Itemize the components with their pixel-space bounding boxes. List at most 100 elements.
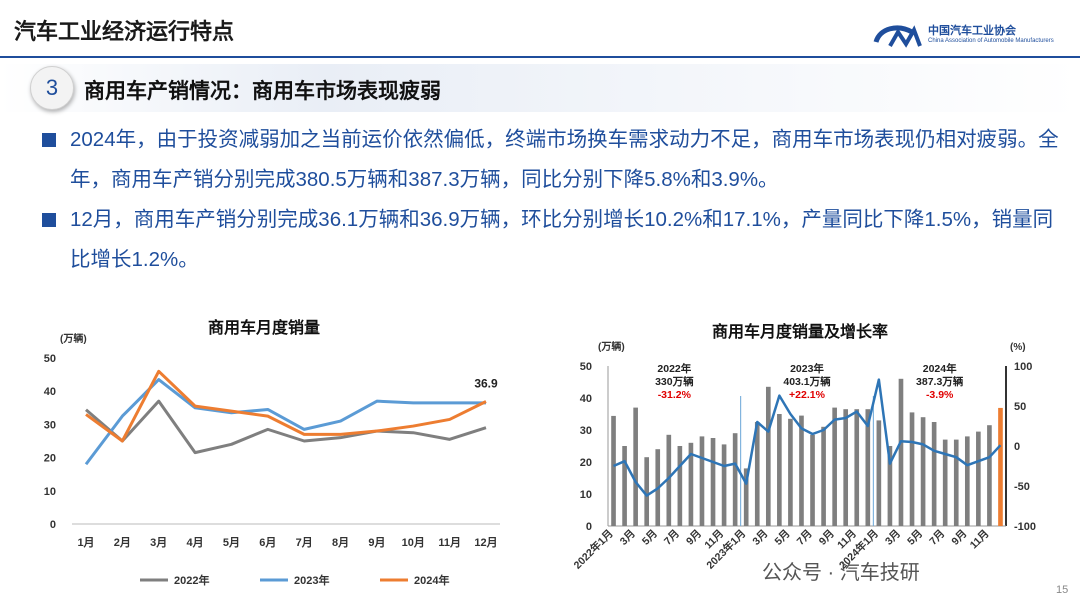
chart2-bar — [976, 431, 981, 526]
chart1-xtick: 5月 — [223, 536, 240, 549]
chart1-xtick: 4月 — [187, 536, 204, 549]
chart2-annot-total: 387.3万辆 — [916, 375, 964, 388]
chart2-bar — [964, 436, 970, 526]
chart2-bar — [931, 422, 937, 526]
chart2-annot-total: 403.1万辆 — [783, 375, 831, 388]
chart2-xtick: 3月 — [750, 528, 770, 548]
chart2-growth-line — [613, 378, 1002, 497]
chart2-bar — [898, 378, 904, 526]
chart2-xtick: 5月 — [772, 528, 792, 548]
chart2-bar — [854, 409, 860, 526]
chart2-bar — [688, 442, 694, 526]
chart2-ytick-right: -100 — [1014, 521, 1036, 533]
chart2-annot-rate: -31.2% — [658, 389, 692, 401]
chart2-ylabel-right: (%) — [1010, 342, 1026, 353]
chart2-bar — [998, 407, 1003, 526]
chart-monthly-sales: (万辆) 0 10 20 30 40 50 1月 2月 3月 4月 5月 6月 7月 8月 9月 10月 11月 1… — [44, 332, 500, 587]
chart2-bar — [942, 439, 948, 526]
chart2-ytick-left: 30 — [580, 425, 592, 437]
paragraph-annual: 2024年，由于投资减弱加之当前运价依然偏低，终端市场换车需求动力不足，商用车市… — [70, 128, 1059, 191]
chart2-xtick: 9月 — [684, 528, 704, 548]
section-number: 3 — [30, 66, 74, 110]
chart1-xtick: 7月 — [296, 536, 313, 549]
chart2-annot-rate: -3.9% — [926, 389, 954, 401]
chart2-bar — [843, 409, 849, 526]
chart2-bar — [821, 426, 826, 526]
chart2-ytick-right: -50 — [1014, 481, 1030, 493]
chart2-bar — [743, 468, 749, 526]
chart1-xtick: 12月 — [474, 536, 497, 549]
chart1-title: 商用车月度销量 — [208, 320, 321, 337]
header-divider — [0, 56, 1080, 58]
chart2-bar — [677, 446, 683, 526]
chart2-ylabel-left: (万辆) — [598, 340, 625, 353]
chart2-xtick: 7月 — [795, 528, 815, 548]
chart2-ytick-left: 10 — [580, 489, 592, 501]
chart2-bar — [987, 425, 992, 526]
chart2-ytick-left: 20 — [580, 457, 592, 469]
chart2-bar — [909, 412, 915, 526]
chart2-ytick-left: 0 — [586, 521, 592, 533]
chart1-ytick: 50 — [44, 353, 56, 365]
chart2-xtick: 7月 — [662, 528, 682, 548]
chart1-series-2022年 — [85, 399, 487, 455]
chart2-bar — [666, 434, 672, 526]
chart2-ytick-right: 0 — [1014, 441, 1020, 453]
chart1-ytick: 10 — [44, 486, 56, 498]
chart1-ytick: 0 — [50, 519, 56, 531]
chart2-bar — [699, 436, 705, 526]
logo-text-cn: 中国汽车工业协会 — [928, 25, 1016, 37]
chart1-xtick: 9月 — [368, 536, 385, 549]
chart2-bar — [611, 415, 616, 526]
chart2-ytick-left: 50 — [580, 361, 592, 373]
bullet-icon — [42, 213, 56, 227]
chart2-annot-year: 2023年 — [790, 362, 824, 375]
chart1-legend-label: 2023年 — [294, 573, 329, 587]
chart2-bar — [633, 407, 638, 526]
chart2-xtick: 11月 — [968, 528, 992, 552]
caam-logo-icon — [873, 25, 922, 48]
chart1-ytick: 40 — [44, 386, 56, 398]
chart2-bar — [721, 444, 727, 526]
chart2-bar — [777, 414, 782, 526]
chart2-annot-total: 330万辆 — [655, 375, 694, 388]
chart1-xtick: 10月 — [402, 536, 425, 549]
chart2-title: 商用车月度销量及增长率 — [712, 324, 889, 341]
chart2-bar — [622, 446, 627, 526]
chart2-xtick: 9月 — [949, 528, 969, 548]
paragraph-december: 12月，商用车产销分别完成36.1万辆和36.9万辆，环比分别增长10.2%和1… — [70, 208, 1054, 271]
watermark-text: 公众号 · 汽车技研 — [762, 562, 920, 584]
chart2-xtick: 9月 — [817, 528, 837, 548]
chart1-legend-label: 2022年 — [174, 573, 209, 587]
chart1-end-label: 36.9 — [474, 376, 498, 390]
chart2-xtick: 5月 — [905, 528, 925, 548]
page-title: 汽车工业经济运行特点 — [14, 19, 235, 44]
chart2-bar — [920, 417, 926, 526]
chart1-xtick: 11月 — [438, 536, 461, 549]
chart1-ylabel: (万辆) — [60, 332, 87, 345]
chart2-bar — [832, 407, 837, 526]
chart2-ytick-right: 100 — [1014, 361, 1032, 373]
chart2-bar — [710, 438, 716, 526]
page-number: 15 — [1056, 584, 1069, 596]
chart2-bar — [799, 415, 804, 526]
chart2-xtick: 5月 — [640, 528, 660, 548]
section-title: 商用车产销情况：商用车市场表现疲弱 — [84, 80, 441, 103]
chart2-bar — [765, 386, 771, 526]
chart2-bar — [953, 439, 959, 526]
chart1-ytick: 20 — [44, 453, 56, 465]
chart1-series-2024年 — [85, 369, 487, 443]
chart1-xtick: 6月 — [259, 536, 276, 549]
chart2-bar — [732, 433, 738, 526]
chart2-bar — [887, 446, 893, 526]
chart1-series-2023年 — [84, 378, 486, 466]
chart1-xtick: 3月 — [150, 536, 167, 549]
chart2-ytick-left: 40 — [580, 393, 592, 405]
logo-text-en: China Association of Automobile Manufact… — [928, 38, 1054, 44]
chart2-bar — [810, 434, 815, 526]
chart1-xtick: 1月 — [77, 536, 94, 549]
chart2-xtick: 3月 — [883, 528, 903, 548]
chart2-bar — [876, 420, 882, 526]
chart2-bar — [865, 409, 871, 526]
